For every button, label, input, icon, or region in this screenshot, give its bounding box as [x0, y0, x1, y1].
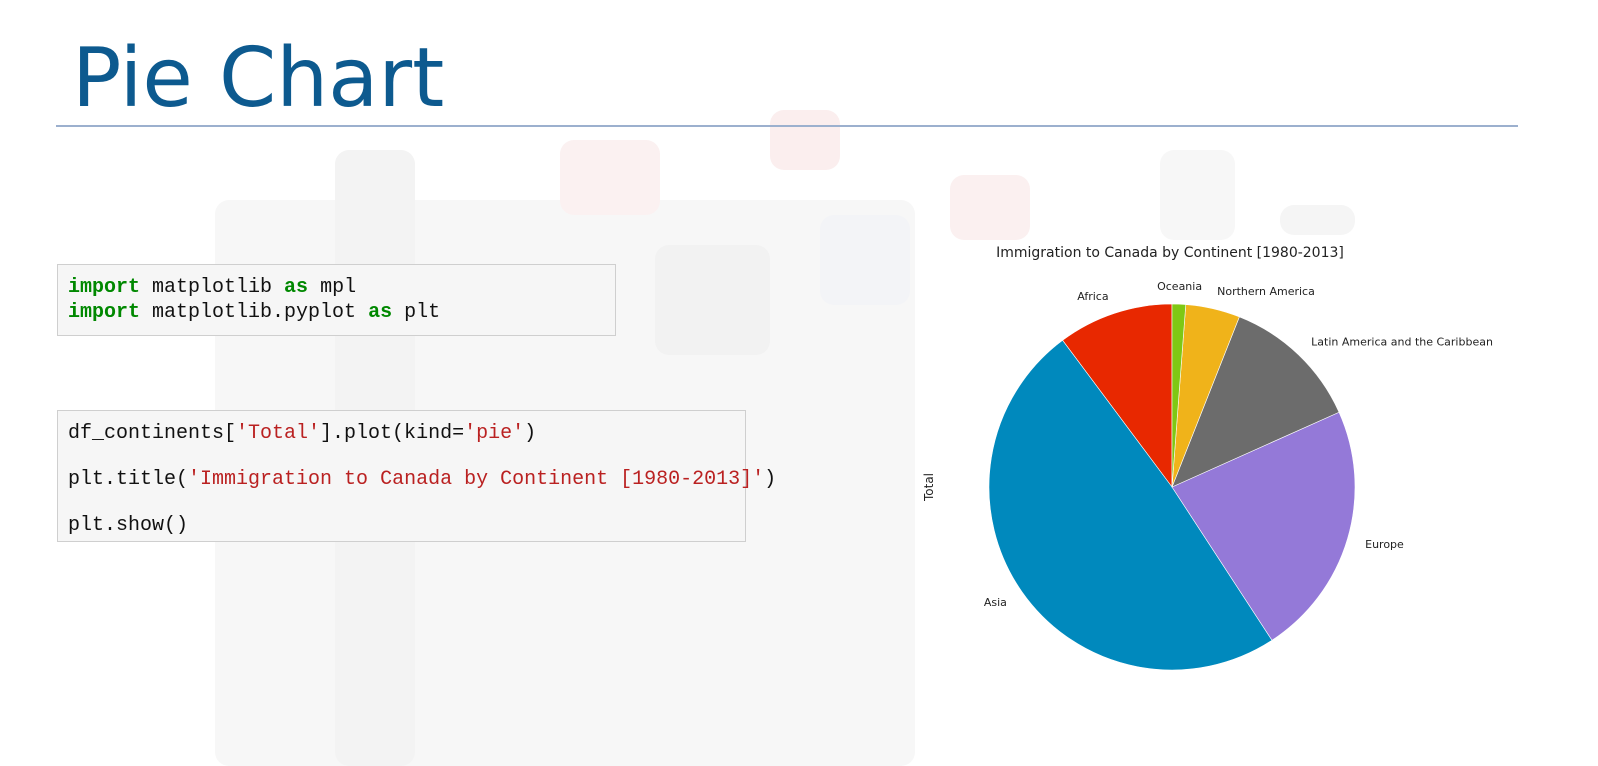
- code-string: 'Immigration to Canada by Continent [198…: [188, 468, 765, 491]
- code-string: 'pie': [464, 422, 525, 445]
- pie-slice-latin-america-and-the-caribbean: [1171, 316, 1340, 488]
- code-token: ].plot(kind=: [320, 422, 465, 445]
- pie-label-europe: Europe: [1365, 538, 1404, 551]
- code-token: df_continents[: [68, 422, 237, 445]
- code-token: plt.show(): [68, 514, 189, 537]
- background-decoration: [770, 110, 840, 170]
- code-token: plt.title(: [68, 468, 189, 491]
- slide-title: Pie Chart: [72, 31, 445, 126]
- background-decoration: [655, 245, 770, 355]
- pie-slice-europe: [1171, 411, 1356, 641]
- code-token: ): [764, 468, 777, 491]
- background-decoration: [820, 215, 910, 305]
- pie-slice-oceania: [1171, 303, 1187, 488]
- code-token: ): [524, 422, 537, 445]
- code-line: plt.show(): [68, 503, 735, 549]
- pie-label-africa: Africa: [1077, 290, 1108, 303]
- code-token: matplotlib.pyplot: [140, 301, 369, 324]
- chart-title: Immigration to Canada by Continent [1980…: [996, 245, 1344, 261]
- code-keyword: import: [68, 301, 141, 324]
- title-divider: [56, 125, 1518, 127]
- code-line: plt.title('Immigration to Canada by Cont…: [68, 457, 776, 503]
- code-token: plt: [392, 301, 441, 324]
- code-token: matplotlib: [140, 276, 285, 299]
- pie-label-oceania: Oceania: [1157, 280, 1202, 293]
- pie-slice-africa: [1062, 303, 1173, 488]
- background-decoration: [1160, 150, 1235, 240]
- pie-labels: Africa Asia Europe Latin America and the Ca…: [984, 280, 1493, 609]
- code-keyword: import: [68, 276, 141, 299]
- pie-label-northern-america: Northern America: [1217, 285, 1315, 298]
- pie-label-asia: Asia: [984, 596, 1007, 609]
- code-cell-imports[interactable]: import matplotlib as mpl import matplotli…: [57, 264, 616, 336]
- code-line: import matplotlib as mpl: [68, 275, 605, 300]
- code-line: df_continents['Total'].plot(kind='pie'): [68, 411, 735, 457]
- code-cell-plot[interactable]: df_continents['Total'].plot(kind='pie') p…: [57, 410, 776, 542]
- code-line: import matplotlib.pyplot as plt: [68, 300, 605, 325]
- code-keyword: as: [368, 301, 393, 324]
- pie-label-latin-america-and-the-caribbean: Latin America and the Caribbean: [1311, 336, 1493, 349]
- code-string: 'Total': [236, 422, 321, 445]
- code-token: mpl: [308, 276, 357, 299]
- background-decoration: [1280, 205, 1355, 235]
- code-keyword: as: [284, 276, 309, 299]
- pie-slices: [988, 303, 1356, 671]
- background-decoration: [950, 175, 1030, 240]
- pie-slice-asia: [988, 339, 1273, 671]
- pie-chart: Immigration to Canada by Continent [1980…: [922, 245, 1493, 671]
- y-axis-label: Total: [922, 473, 936, 502]
- background-decoration: [560, 140, 660, 215]
